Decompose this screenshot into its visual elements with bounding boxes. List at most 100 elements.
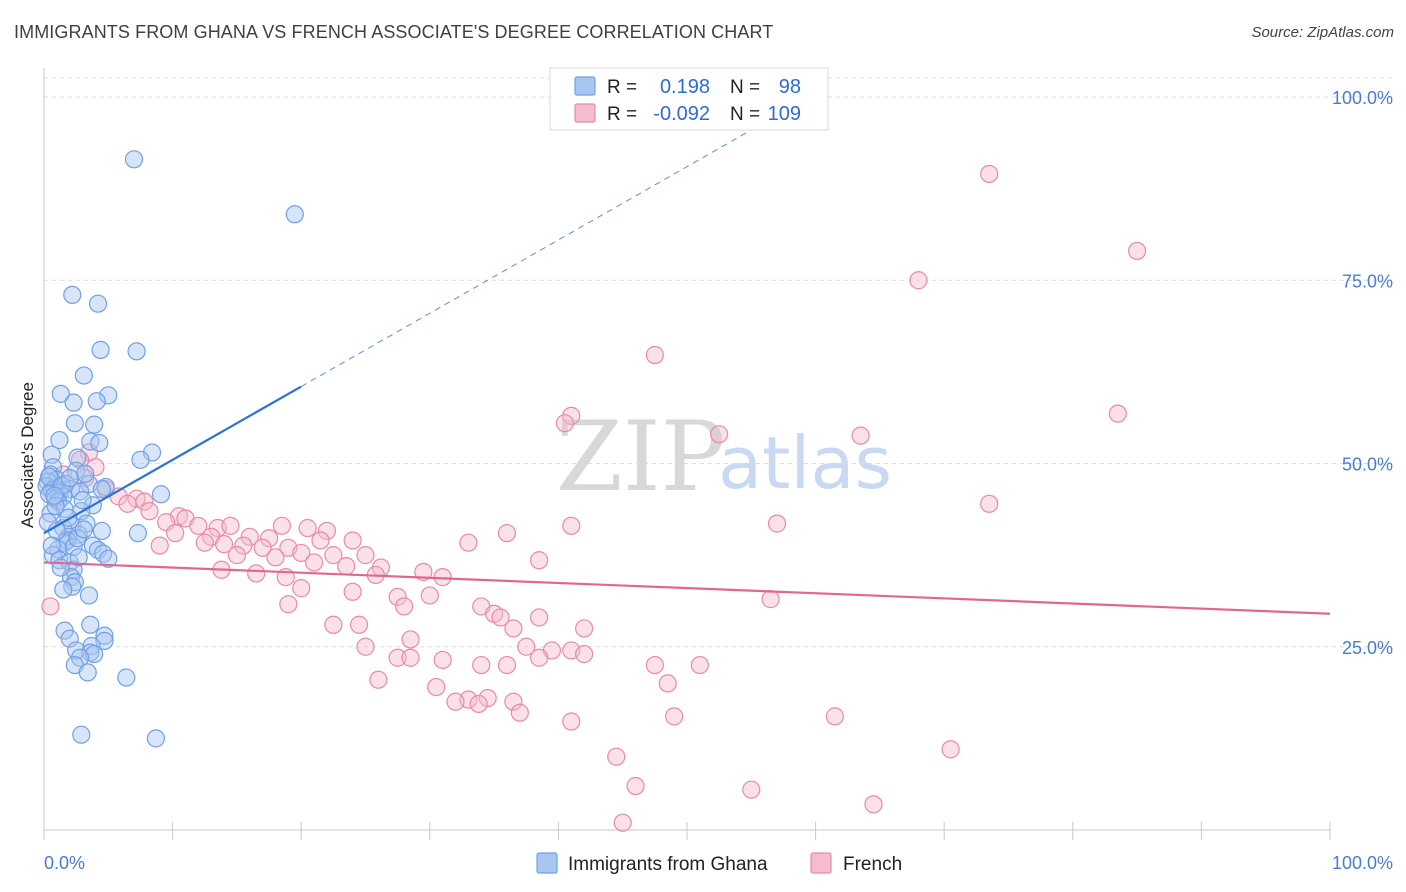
data-point [51, 384, 70, 403]
data-point [349, 615, 369, 634]
data-point [851, 426, 870, 445]
data-point [253, 538, 272, 557]
data-point [825, 707, 844, 726]
data-point [497, 655, 517, 675]
x-axis-ticks [43, 822, 1331, 840]
data-point [140, 502, 159, 521]
data-point [70, 450, 90, 469]
data-point [658, 674, 677, 693]
data-point [81, 615, 100, 634]
data-point [613, 813, 632, 832]
data-point [1108, 404, 1127, 423]
data-point [388, 587, 407, 607]
data-point [472, 655, 491, 675]
data-point [247, 564, 266, 583]
legend-r-label-french: R = [607, 104, 637, 125]
data-point [40, 467, 59, 486]
data-point [420, 586, 439, 605]
data-point [221, 516, 240, 535]
y-axis-label: Associate's Degree [18, 382, 37, 528]
data-point [64, 537, 83, 557]
data-point [427, 677, 446, 697]
data-point [117, 668, 136, 687]
data-point [85, 415, 104, 434]
x-tick-label-min: 0.0% [44, 853, 85, 873]
data-point [94, 544, 113, 563]
data-point [92, 521, 111, 541]
data-point [272, 516, 292, 535]
x-tick-label-max: 100.0% [1332, 853, 1393, 873]
data-point [92, 480, 111, 499]
data-point [530, 608, 549, 627]
data-point [446, 692, 465, 711]
data-point [227, 546, 246, 565]
data-point [87, 392, 106, 411]
data-point [90, 433, 109, 453]
data-point [74, 520, 93, 539]
bottom-legend: Immigrants from Ghana French [536, 852, 902, 875]
data-point [81, 432, 100, 451]
data-point [356, 637, 375, 656]
data-point [65, 414, 84, 433]
data-point [266, 548, 285, 567]
data-point [146, 729, 165, 748]
trend-line-ghana-extrapolated [300, 129, 752, 387]
data-point [388, 648, 407, 667]
data-point [491, 608, 510, 627]
data-point [459, 533, 478, 552]
legend: R = 0.198 N = 98 R = -0.092 N = 109 [549, 67, 829, 131]
data-point [555, 414, 574, 433]
data-point [767, 514, 787, 533]
data-point [343, 582, 362, 601]
data-point [1127, 241, 1147, 261]
data-point [51, 558, 70, 577]
data-point [356, 546, 375, 565]
data-point [626, 776, 645, 796]
legend-box [549, 67, 829, 131]
data-point [317, 521, 337, 541]
bottom-legend-swatch-ghana [536, 852, 558, 874]
data-point [285, 205, 304, 224]
data-point [79, 586, 99, 605]
data-point [324, 615, 343, 634]
data-point [575, 644, 594, 664]
data-point [742, 780, 761, 799]
data-point [517, 637, 536, 656]
data-point [478, 688, 497, 708]
data-point [504, 619, 523, 638]
data-point [401, 630, 420, 649]
data-point [88, 294, 108, 313]
data-point [530, 648, 549, 667]
watermark: ZIP atlas [556, 401, 892, 513]
gridlines [44, 77, 1393, 648]
data-point [52, 476, 72, 495]
data-point [72, 725, 91, 744]
data-point [690, 655, 709, 675]
data-point [64, 393, 83, 412]
data-point [91, 340, 110, 359]
data-point [128, 524, 147, 543]
data-point [60, 629, 79, 648]
data-point [298, 518, 317, 538]
data-point [99, 386, 118, 405]
watermark-zip: ZIP [556, 401, 725, 513]
trend-line-ghana [43, 385, 302, 535]
data-point [504, 692, 523, 711]
data-point [73, 491, 92, 510]
data-point [645, 655, 664, 675]
data-point [124, 150, 144, 169]
data-point [575, 619, 594, 638]
data-point [54, 580, 73, 599]
chart-title: IMMIGRANTS FROM GHANA VS FRENCH ASSOCIAT… [14, 22, 774, 42]
data-point [401, 648, 420, 667]
data-point [324, 546, 343, 565]
legend-n-value-ghana: 98 [779, 76, 801, 98]
data-point [118, 494, 137, 513]
data-point [69, 548, 88, 567]
data-point [645, 345, 664, 365]
data-point [469, 694, 488, 714]
data-point [41, 597, 60, 616]
data-point [63, 285, 82, 305]
data-point [131, 450, 150, 469]
